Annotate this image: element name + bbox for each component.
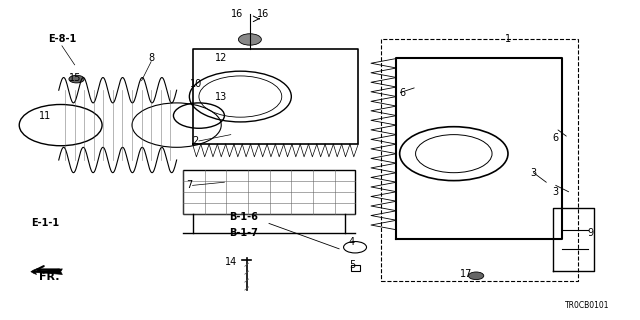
Text: 15: 15 [68,73,81,83]
Text: 12: 12 [215,53,227,63]
Text: 2: 2 [193,136,199,146]
Text: E-1-1: E-1-1 [31,219,59,228]
Text: 3: 3 [553,187,559,197]
Text: 17: 17 [460,269,473,279]
Circle shape [468,272,484,280]
Text: 5: 5 [349,260,355,270]
Text: 14: 14 [225,257,237,267]
Text: B-1-6: B-1-6 [229,212,258,222]
Bar [351,265,360,271]
Circle shape [69,75,84,83]
Text: E-8-1: E-8-1 [48,35,76,44]
Text: 6: 6 [400,88,406,98]
Bar [381,39,578,281]
Text: 13: 13 [215,92,227,101]
Text: 4: 4 [349,237,355,247]
Text: B-1-7: B-1-7 [229,228,258,238]
Text: TR0CB0101: TR0CB0101 [565,301,610,310]
Text: 16: 16 [231,9,243,19]
Text: 8: 8 [148,53,154,63]
Bar [183,170,355,214]
Circle shape [239,34,261,45]
Text: 11: 11 [38,111,51,121]
Text: 10: 10 [189,79,202,89]
Text: 16: 16 [257,9,269,19]
Text: FR.: FR. [39,272,60,282]
Text: 1: 1 [505,35,511,44]
Text: 7: 7 [186,180,193,190]
Text: 6: 6 [553,133,559,143]
Text: 3: 3 [531,168,536,178]
Text: 9: 9 [588,228,594,238]
